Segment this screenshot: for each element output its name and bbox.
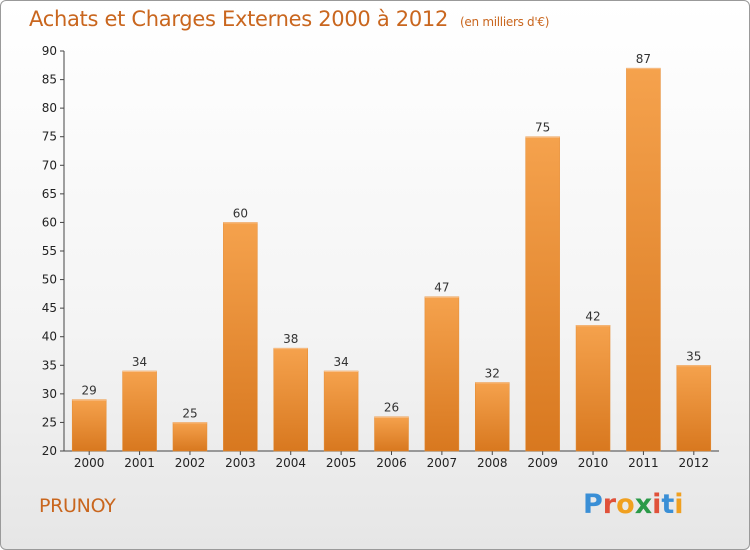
y-tick-label: 85 — [42, 73, 57, 87]
bar-value-label: 29 — [82, 384, 97, 398]
bar-2002 — [172, 422, 208, 452]
y-tick-label: 35 — [42, 358, 57, 372]
bar-value-label: 38 — [283, 332, 298, 346]
y-tick-label: 20 — [42, 444, 57, 458]
y-tick-label: 80 — [42, 101, 57, 115]
bar-2009 — [525, 136, 560, 452]
chart-title: Achats et Charges Externes 2000 à 2012 (e… — [29, 7, 549, 31]
bar-value-label: 26 — [384, 401, 399, 415]
y-tick-label: 55 — [42, 244, 57, 258]
logo-letter: x — [634, 489, 653, 520]
y-tick-label: 25 — [42, 415, 57, 429]
x-tick-label: 2003 — [225, 456, 256, 470]
x-tick-label: 2009 — [527, 456, 558, 470]
y-tick-label: 60 — [42, 215, 57, 229]
bar-value-label: 60 — [233, 206, 248, 220]
chart-bars: 29 34 25 60 38 34 26 47 32 75 42 87 35 — [71, 52, 712, 452]
y-tick-label: 65 — [42, 187, 57, 201]
bar-value-label: 34 — [132, 355, 147, 369]
logo-letter: o — [616, 489, 635, 520]
bar-2004 — [273, 347, 308, 452]
logo-letter: P — [583, 489, 603, 520]
proxiti-logo: Proxiti — [583, 489, 684, 520]
chart-subtitle: (en milliers d'€) — [460, 15, 550, 29]
bar-value-label: 25 — [182, 406, 197, 420]
bar-value-label: 87 — [636, 52, 651, 66]
bar-2008 — [475, 382, 510, 452]
x-tick-label: 2012 — [679, 456, 710, 470]
y-tick-label: 90 — [42, 44, 57, 58]
bar-2011 — [626, 67, 661, 452]
bar-2001 — [122, 370, 157, 452]
location-name: PRUNOY — [39, 495, 116, 517]
bar-value-label: 75 — [535, 121, 550, 135]
y-tick-label: 70 — [42, 158, 57, 172]
bar-2005 — [323, 370, 359, 452]
logo-letter: r — [602, 489, 617, 520]
x-tick-label: 2007 — [427, 456, 458, 470]
y-tick-label: 40 — [42, 330, 57, 344]
bar-2010 — [575, 325, 611, 452]
chart-axes: 20 25 30 35 40 45 50 55 60 65 70 75 80 85 90 2000 2001 20… — [42, 44, 719, 470]
bar-2000 — [71, 399, 107, 452]
bar-2007 — [424, 296, 460, 452]
x-tick-label: 2011 — [628, 456, 659, 470]
bar-value-label: 32 — [485, 366, 500, 380]
x-tick-label: 2001 — [124, 456, 155, 470]
x-tick-label: 2006 — [376, 456, 407, 470]
x-tick-label: 2005 — [326, 456, 357, 470]
x-tick-label: 2010 — [578, 456, 609, 470]
logo-letter: i — [652, 489, 662, 520]
bar-2003 — [223, 222, 258, 452]
x-tick-label: 2002 — [175, 456, 206, 470]
logo-letter: i — [674, 489, 684, 520]
x-tick-label: 2008 — [477, 456, 508, 470]
y-tick-label: 50 — [42, 273, 57, 287]
bar-value-label: 34 — [333, 355, 348, 369]
logo-letter: t — [661, 489, 675, 520]
x-tick-label: 2004 — [275, 456, 306, 470]
bar-value-label: 35 — [686, 349, 701, 363]
bar-2006 — [374, 416, 409, 452]
y-tick-label: 45 — [42, 301, 57, 315]
bar-value-label: 42 — [585, 309, 600, 323]
x-tick-label: 2000 — [74, 456, 105, 470]
bar-2012 — [676, 365, 712, 452]
y-tick-label: 30 — [42, 387, 57, 401]
bar-value-label: 47 — [434, 281, 449, 295]
y-tick-label: 75 — [42, 130, 57, 144]
chart-title-text: Achats et Charges Externes 2000 à 2012 — [29, 7, 449, 31]
